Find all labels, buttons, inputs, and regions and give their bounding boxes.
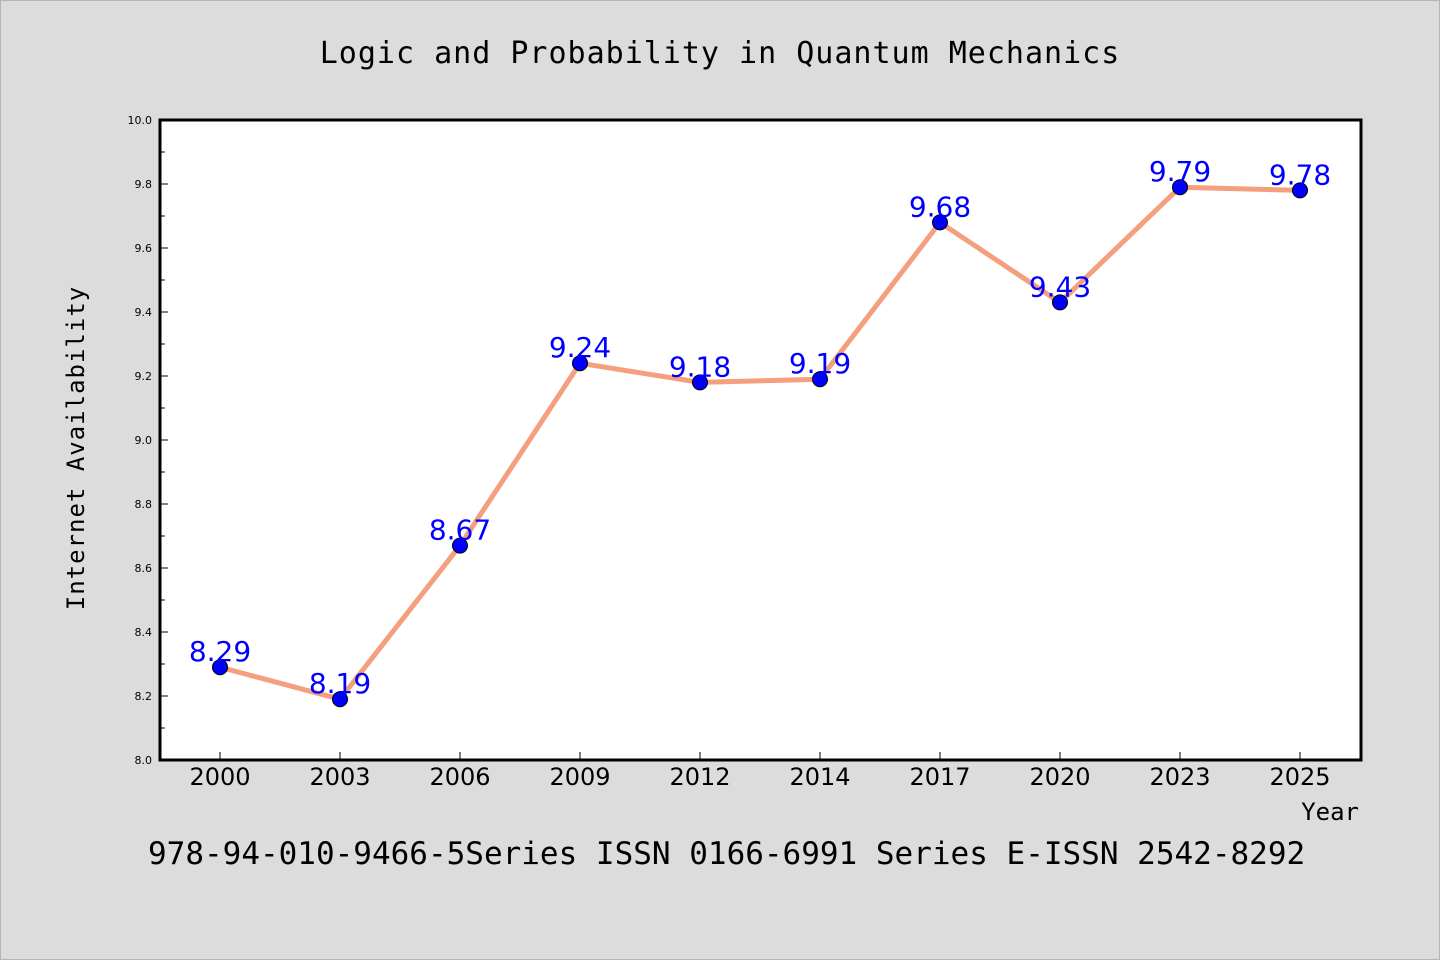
data-point xyxy=(332,691,348,708)
y-tick-label: 9.6 xyxy=(135,242,153,255)
x-tick-label: 2014 xyxy=(789,763,850,791)
marker-group xyxy=(212,179,1308,708)
series-line xyxy=(217,184,1303,702)
x-tick-label: 2023 xyxy=(1149,763,1210,791)
x-axis: 2000 2003 2006 2009 2012 2014 2017 2020 2023 2025 xyxy=(189,752,1331,791)
y-tick-label: 8.8 xyxy=(135,498,153,511)
data-point xyxy=(452,537,468,554)
data-label: 9.43 xyxy=(1029,270,1091,303)
data-point xyxy=(1292,182,1308,199)
y-tick-label: 9.4 xyxy=(135,306,153,319)
data-label: 9.24 xyxy=(549,331,611,364)
x-axis-label: Year xyxy=(1301,798,1359,826)
y-tick-label: 8.0 xyxy=(135,754,153,767)
data-point xyxy=(692,374,708,391)
data-label-group: 8.29 8.19 8.67 9.24 9.18 9.19 9.68 9.43 9.79 9.78 xyxy=(189,155,1331,700)
y-tick-label: 9.2 xyxy=(135,370,153,383)
y-tick-label: 8.2 xyxy=(135,690,153,703)
data-point xyxy=(1172,179,1188,196)
footer-isbn-issn: 978-94-010-9466-5Series ISSN 0166-6991 S… xyxy=(148,836,1305,872)
x-tick-label: 2006 xyxy=(429,763,490,791)
y-tick-label: 8.4 xyxy=(135,626,153,639)
data-label: 9.79 xyxy=(1149,155,1211,188)
data-label: 9.19 xyxy=(789,347,851,380)
y-tick-label: 8.6 xyxy=(135,562,153,575)
y-tick-label: 10.0 xyxy=(128,114,153,127)
data-label: 8.29 xyxy=(189,635,251,668)
data-label: 8.67 xyxy=(429,514,491,547)
data-point xyxy=(932,214,948,231)
x-tick-label: 2012 xyxy=(669,763,730,791)
data-label: 9.18 xyxy=(669,350,731,383)
y-axis-label: Internet Availability xyxy=(62,286,90,610)
data-label: 9.68 xyxy=(909,190,971,223)
x-tick-label: 2017 xyxy=(909,763,970,791)
x-tick-label: 2000 xyxy=(189,763,250,791)
data-label: 9.78 xyxy=(1269,158,1331,191)
data-label: 8.19 xyxy=(309,667,371,700)
plot-area xyxy=(158,118,1363,762)
y-tick-label: 9.8 xyxy=(135,178,153,191)
data-point xyxy=(1052,294,1068,311)
data-point xyxy=(812,371,828,388)
chart-title: Logic and Probability in Quantum Mechani… xyxy=(320,36,1121,71)
x-tick-label: 2020 xyxy=(1029,763,1090,791)
y-axis: 8.0 8.2 8.4 8.6 8.8 9.0 9.2 9.4 9.6 9.8 10.0 xyxy=(128,114,168,767)
data-point xyxy=(212,659,228,676)
data-point xyxy=(572,355,588,372)
x-tick-label: 2025 xyxy=(1269,763,1330,791)
x-tick-label: 2003 xyxy=(309,763,370,791)
x-tick-label: 2009 xyxy=(549,763,610,791)
y-tick-label: 9.0 xyxy=(135,434,153,447)
series-line-group xyxy=(217,184,1303,702)
